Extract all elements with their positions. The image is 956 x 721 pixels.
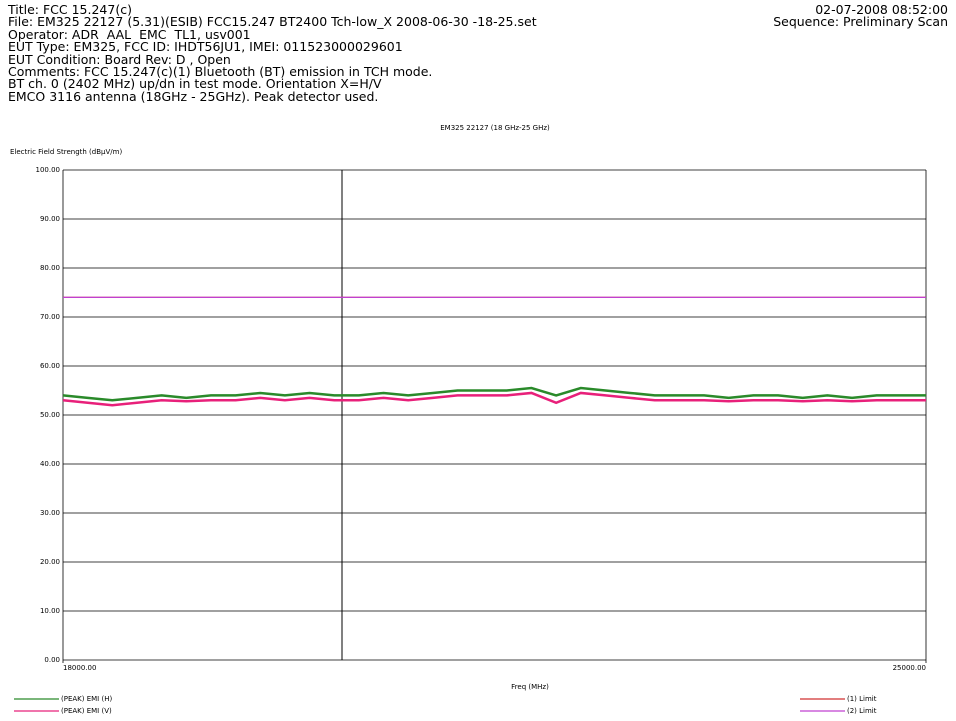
header-line: EUT Condition: Board Rev: D , Open [8,51,231,67]
legend-label: (1) Limit [847,695,877,703]
header-line: Title: FCC 15.247(c) [8,2,132,17]
y-tick-label: 30.00 [40,509,60,517]
y-tick-label: 80.00 [40,264,60,272]
sequence: Sequence: Preliminary Scan [773,14,948,30]
y-tick-label: 100.00 [36,166,61,174]
y-tick-label: 90.00 [40,215,60,223]
y-tick-label: 60.00 [40,362,60,370]
x-axis-label: Freq (MHz) [511,683,549,691]
header-line: Operator: ADR AAL EMC TL1, usv001 [8,26,251,42]
header-line: BT ch. 0 (2402 MHz) up/dn in test mode. … [8,76,382,92]
legend-label: (PEAK) EMI (V) [61,707,112,715]
y-tick-label: 50.00 [40,411,60,419]
header-line: EUT Type: EM325, FCC ID: IHDT56JU1, IMEI… [8,39,403,55]
series-line [62,391,926,407]
legend-label: (PEAK) EMI (H) [61,695,112,703]
y-tick-label: 0.00 [44,656,60,664]
y-tick-label: 70.00 [40,313,60,321]
date: 02-07-2008 08:52:00 [815,2,948,17]
x-tick-label: 25000.00 [893,664,926,672]
y-tick-label: 20.00 [40,558,60,566]
y-axis-label: Electric Field Strength (dBµV/m) [10,148,122,156]
series-line [62,386,926,402]
header: Title: FCC 15.247(c) File: EM325 22127 (5… [8,2,537,104]
header-line: File: EM325 22127 (5.31)(ESIB) FCC15.247… [8,14,537,30]
legend-label: (2) Limit [847,707,877,715]
x-tick-label: 18000.00 [63,664,96,672]
y-tick-label: 10.00 [40,607,60,615]
header-line: Comments: FCC 15.247(c)(1) Bluetooth (BT… [8,64,433,80]
header-line: EMCO 3116 antenna (18GHz - 25GHz). Peak … [8,88,379,104]
y-tick-label: 40.00 [40,460,60,468]
chart-title: EM325 22127 (18 GHz-25 GHz) [440,124,550,132]
header-right: 02-07-2008 08:52:00 Sequence: Preliminar… [773,2,948,30]
